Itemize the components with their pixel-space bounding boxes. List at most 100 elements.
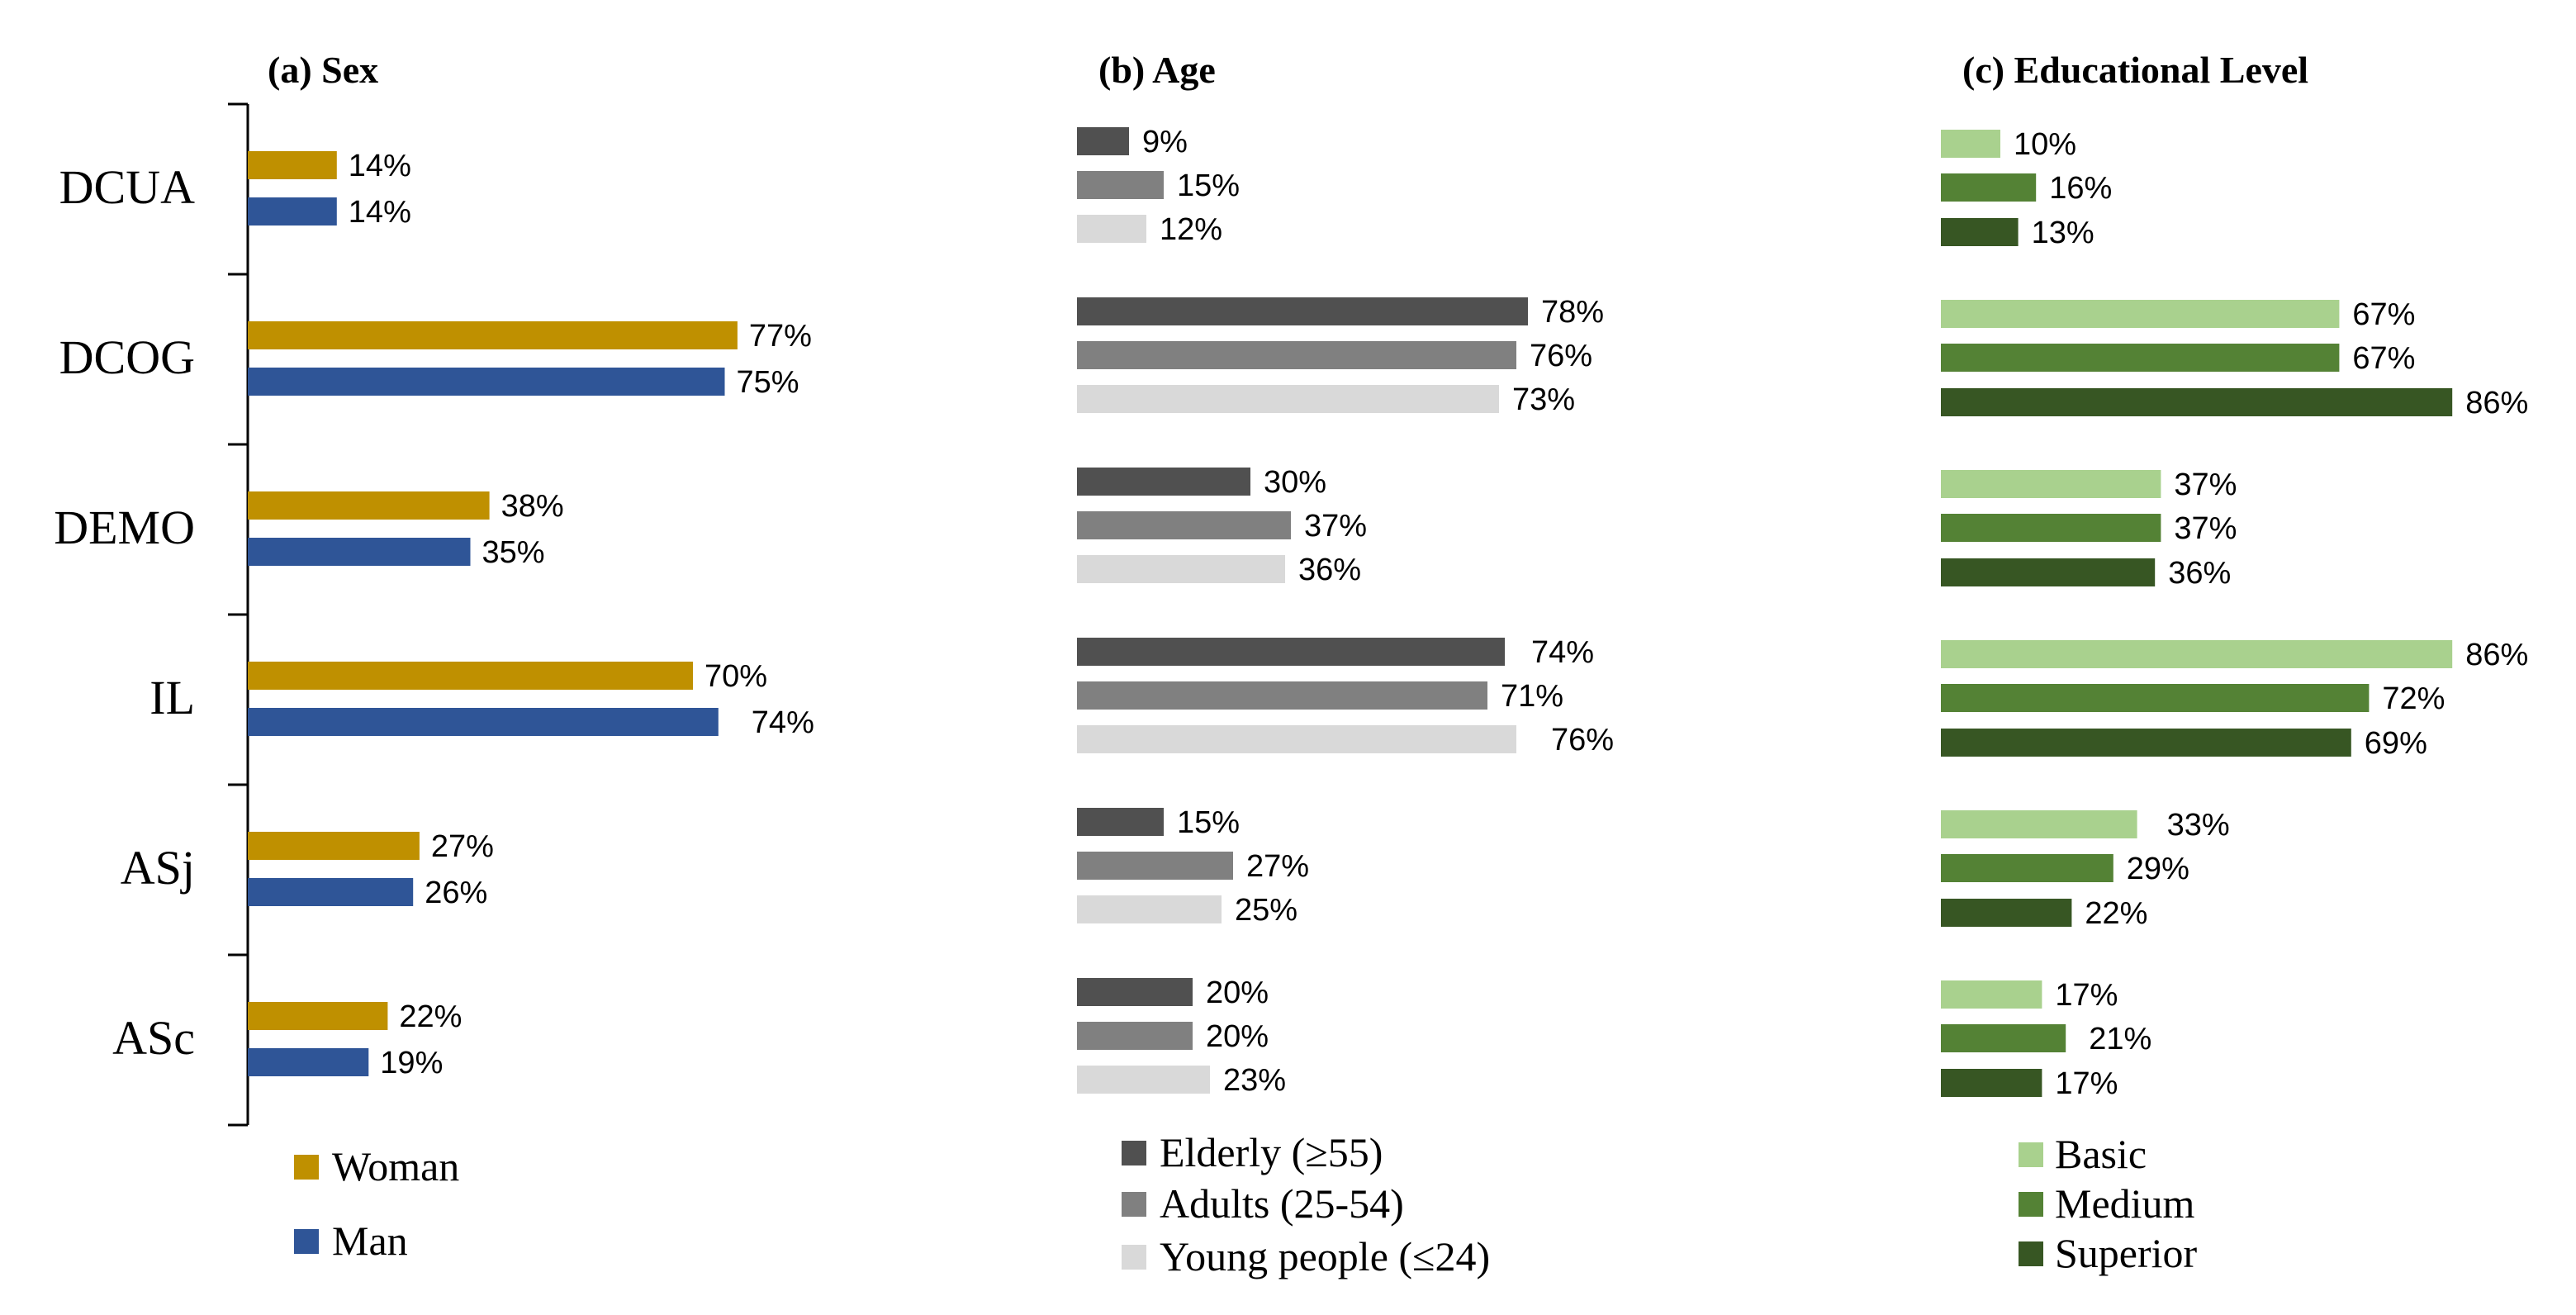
legend-label: Woman [332,1143,459,1189]
category-label-il: IL [149,671,195,724]
bar-medium-dcua [1941,173,2037,202]
bar-adults-25-54-dcua [1077,171,1164,199]
bar-superior-demo [1941,558,2156,586]
data-label: 72% [2382,681,2445,716]
bar-elderly-55-demo [1077,468,1250,496]
bar-basic-demo [1941,470,2161,498]
legend-swatch [2019,1142,2043,1167]
bar-man-il [248,708,719,736]
data-label: 76% [1551,723,1614,757]
data-label: 17% [2055,978,2118,1013]
bar-superior-asc [1941,1069,2042,1097]
data-label: 21% [2089,1022,2151,1056]
legend: Woman Man [294,1143,459,1264]
bar-adults-25-54-demo [1077,511,1291,539]
legend-label: Man [332,1218,408,1264]
legend-swatch [1122,1245,1146,1270]
bar-elderly-55-dcog [1077,297,1528,325]
category-axis: DCUA DCOG DEMO IL ASj ASc [54,102,249,1127]
bar-man-asc [248,1048,369,1076]
data-label: 20% [1206,1019,1269,1054]
category-label-dcog: DCOG [59,330,195,384]
legend: Elderly (≥55) Adults (25-54) Young people … [1122,1129,1490,1279]
bar-young-people-24-asc [1077,1066,1210,1094]
data-label: 35% [482,535,545,570]
bar-young-people-24-asj [1077,895,1222,923]
data-label: 12% [1160,212,1222,247]
category-label-asc: ASc [112,1011,195,1065]
bar-elderly-55-il [1077,638,1505,666]
legend-label: Young people (≤24) [1160,1233,1490,1279]
category-label-asj: ASj [121,841,195,895]
legend-swatch [2019,1192,2043,1217]
data-label: 71% [1501,679,1563,714]
legend-swatch [1122,1192,1146,1217]
data-label: 23% [1223,1063,1286,1098]
data-label: 30% [1264,465,1326,500]
data-label: 74% [752,705,814,740]
data-label: 78% [1541,295,1604,330]
data-label: 14% [349,195,411,230]
legend-label: Medium [2055,1180,2195,1227]
legend-swatch [294,1155,319,1180]
bar-basic-dcua [1941,130,2000,158]
legend-label: Elderly (≥55) [1160,1129,1383,1175]
data-label: 86% [2465,638,2528,672]
data-label: 17% [2055,1066,2118,1101]
bar-medium-il [1941,684,2370,712]
bar-man-demo [248,538,471,566]
panel-title: (c) Educational Level [1962,49,2308,91]
data-label: 9% [1142,125,1188,159]
data-label: 36% [2168,556,2231,591]
bar-adults-25-54-il [1077,681,1487,710]
legend-swatch [2019,1241,2043,1266]
bar-young-people-24-dcua [1077,215,1146,243]
panel-title: (b) Age [1098,49,1216,91]
panel-title: (a) Sex [268,49,378,91]
legend-swatch [294,1229,319,1254]
data-label: 67% [2352,341,2415,376]
data-label: 77% [749,319,812,354]
bar-medium-asj [1941,854,2113,882]
bar-man-dcua [248,197,337,225]
category-label-dcua: DCUA [59,160,195,214]
bar-man-asj [248,878,414,906]
bar-medium-asc [1941,1024,2066,1052]
data-label: 16% [2049,171,2112,206]
data-label: 13% [2032,216,2094,250]
bar-superior-dcog [1941,388,2453,416]
bar-man-dcog [248,368,725,396]
bar-young-people-24-il [1077,725,1516,753]
data-label: 75% [737,365,799,400]
bar-basic-asj [1941,810,2137,838]
bar-adults-25-54-dcog [1077,341,1516,369]
data-label: 74% [1531,635,1594,670]
data-label: 15% [1177,805,1240,840]
bar-basic-il [1941,640,2453,668]
bar-woman-il [248,662,693,690]
data-label: 76% [1530,339,1592,373]
bar-young-people-24-dcog [1077,385,1499,413]
data-label: 69% [2365,726,2427,761]
bar-superior-dcua [1941,218,2019,246]
legend-label: Basic [2055,1131,2147,1177]
bar-medium-dcog [1941,344,2340,372]
data-label: 33% [2167,808,2230,843]
bar-woman-dcua [248,151,337,179]
data-label: 37% [2174,468,2237,502]
data-label: 27% [431,829,494,864]
data-label: 73% [1512,382,1575,417]
bar-adults-25-54-asc [1077,1022,1193,1050]
data-label: 14% [349,149,411,183]
bar-superior-il [1941,729,2351,757]
legend-label: Adults (25-54) [1160,1180,1404,1227]
bar-woman-demo [248,491,490,520]
panel-1: (b) Age 9% 78% 30% 74% 15% 20% 15% 76% 37% 71% 27% 2… [1077,49,1614,1279]
data-label: 38% [501,489,564,524]
legend-label: Superior [2055,1230,2198,1276]
category-label-demo: DEMO [54,501,195,554]
legend-swatch [1122,1141,1146,1165]
panel-2: (c) Educational Level 10% 67% 37% 86% 33% 17% 1… [1941,49,2528,1276]
bar-superior-asj [1941,899,2072,927]
